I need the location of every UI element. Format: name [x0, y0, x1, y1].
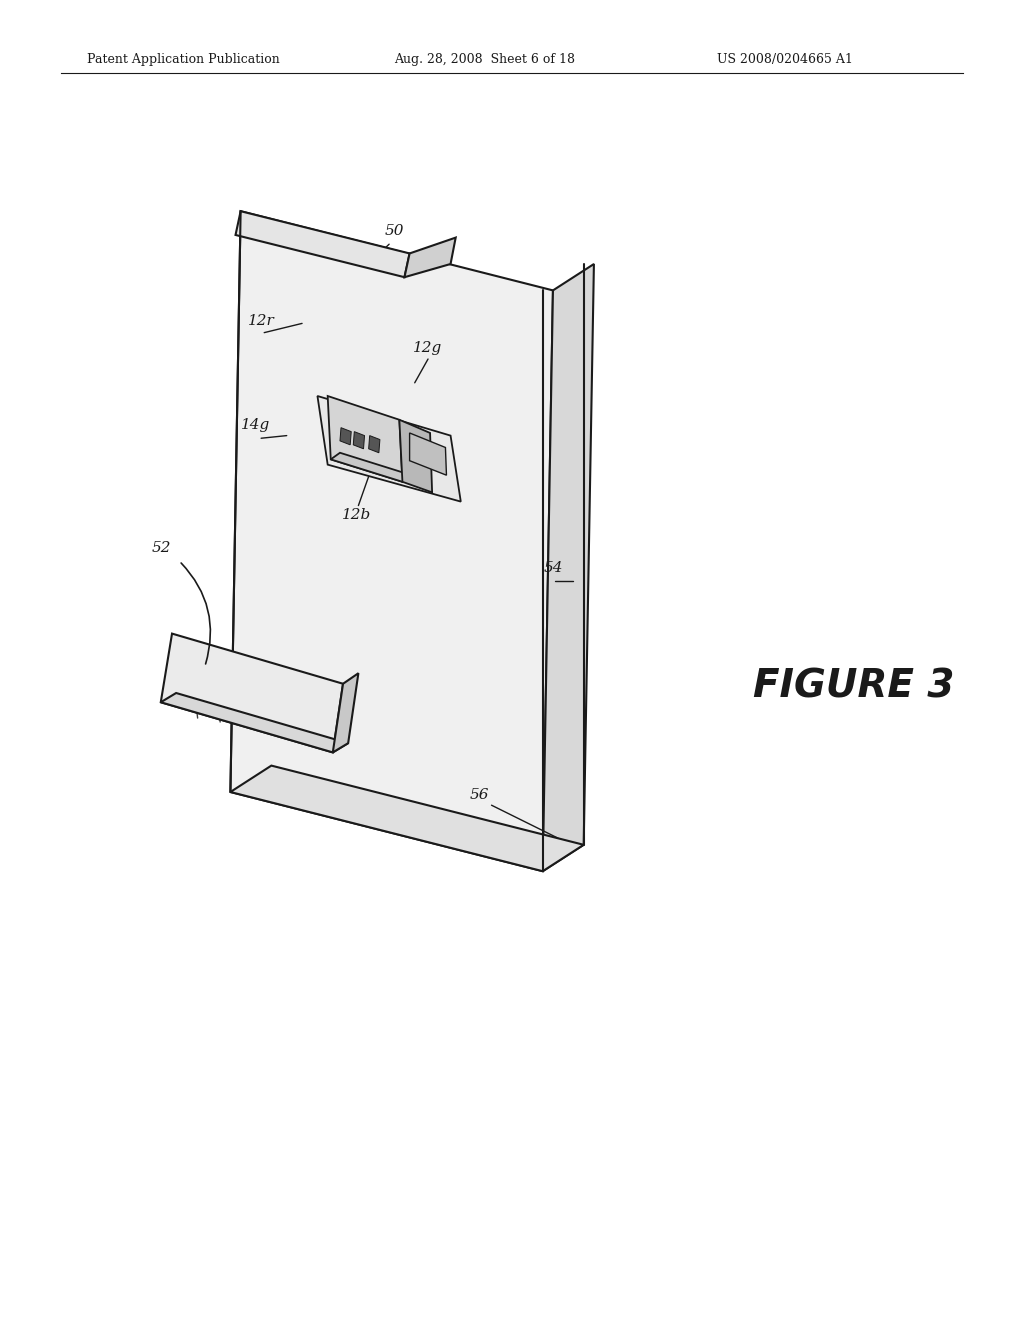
Polygon shape — [399, 420, 432, 492]
Polygon shape — [161, 634, 343, 752]
Text: FIGURE 3: FIGURE 3 — [753, 668, 954, 705]
Text: US 2008/0204665 A1: US 2008/0204665 A1 — [717, 53, 853, 66]
Polygon shape — [230, 766, 584, 871]
Text: 50: 50 — [384, 224, 404, 238]
Polygon shape — [333, 673, 358, 752]
Text: 56: 56 — [469, 788, 489, 801]
Polygon shape — [236, 211, 410, 277]
Text: Aug. 28, 2008  Sheet 6 of 18: Aug. 28, 2008 Sheet 6 of 18 — [394, 53, 575, 66]
Text: Patent Application Publication: Patent Application Publication — [87, 53, 280, 66]
Polygon shape — [340, 428, 351, 445]
Polygon shape — [369, 436, 380, 453]
Polygon shape — [230, 211, 553, 871]
Polygon shape — [404, 238, 456, 277]
Polygon shape — [331, 453, 412, 482]
Text: 12g: 12g — [414, 342, 442, 355]
Text: 54: 54 — [543, 561, 563, 574]
Polygon shape — [410, 433, 446, 475]
Polygon shape — [317, 396, 461, 502]
Text: 12b: 12b — [342, 508, 371, 521]
Text: 52: 52 — [152, 541, 172, 554]
Polygon shape — [161, 693, 348, 752]
Polygon shape — [353, 432, 365, 449]
Polygon shape — [543, 264, 594, 871]
Text: 14g: 14g — [242, 418, 270, 432]
Polygon shape — [328, 396, 402, 482]
Text: 12r: 12r — [248, 314, 274, 327]
